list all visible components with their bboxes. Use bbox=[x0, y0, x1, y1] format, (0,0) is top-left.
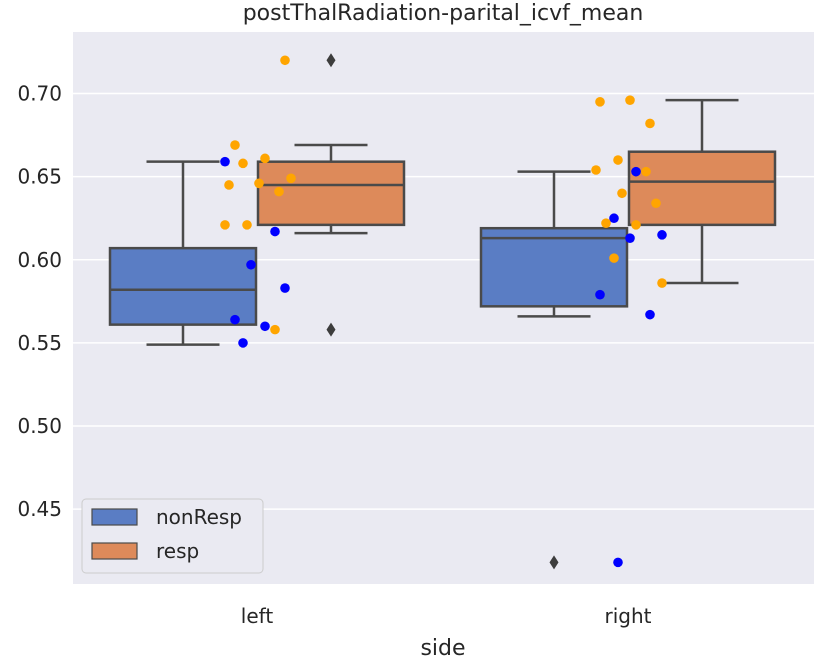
x-tick-labels: left right bbox=[241, 604, 652, 628]
legend-swatch-resp bbox=[91, 542, 138, 560]
data-point-nonResp bbox=[631, 166, 641, 177]
boxes bbox=[108, 53, 777, 570]
data-point-resp bbox=[625, 95, 635, 105]
data-point-nonResp bbox=[645, 309, 655, 320]
data-point-resp bbox=[230, 140, 240, 150]
data-point-resp bbox=[280, 55, 290, 66]
data-point-resp bbox=[631, 220, 641, 230]
box-body bbox=[627, 150, 777, 227]
legend-swatch-nonresp bbox=[91, 508, 138, 526]
data-point-nonResp bbox=[246, 259, 256, 270]
y-tick-label: 0.45 bbox=[17, 497, 62, 521]
data-point-nonResp bbox=[270, 226, 280, 237]
data-point-resp bbox=[238, 158, 248, 169]
outlier-marker bbox=[549, 555, 559, 570]
data-point-nonResp bbox=[260, 321, 270, 332]
data-point-resp bbox=[641, 166, 651, 177]
y-tick-label: 0.50 bbox=[17, 414, 62, 438]
data-point-resp bbox=[270, 324, 280, 335]
data-point-resp bbox=[595, 97, 605, 107]
data-point-resp bbox=[657, 278, 667, 288]
data-point-resp bbox=[645, 118, 655, 129]
strip-points bbox=[220, 55, 667, 568]
legend-label-resp: resp bbox=[156, 539, 199, 563]
data-point-nonResp bbox=[657, 230, 667, 240]
box-body bbox=[479, 226, 629, 308]
data-point-nonResp bbox=[238, 338, 248, 348]
data-point-resp bbox=[609, 253, 619, 263]
legend-label-nonresp: nonResp bbox=[156, 505, 242, 529]
data-point-resp bbox=[220, 220, 230, 230]
x-axis-label: side bbox=[420, 636, 465, 661]
data-point-nonResp bbox=[613, 557, 623, 568]
data-point-resp bbox=[242, 220, 252, 230]
x-tick-label-left: left bbox=[241, 604, 274, 628]
data-point-resp bbox=[651, 198, 661, 209]
data-point-nonResp bbox=[230, 314, 240, 325]
y-tick-label: 0.70 bbox=[17, 82, 62, 106]
legend: nonResp resp bbox=[81, 498, 264, 574]
outlier-marker bbox=[326, 53, 336, 68]
data-point-nonResp bbox=[595, 289, 605, 300]
data-point-resp bbox=[591, 165, 601, 175]
box-body bbox=[108, 246, 258, 326]
data-point-nonResp bbox=[280, 283, 290, 293]
data-point-nonResp bbox=[625, 233, 635, 243]
y-tick-label: 0.55 bbox=[17, 331, 62, 355]
x-tick-label-right: right bbox=[605, 604, 652, 628]
data-point-resp bbox=[613, 155, 623, 165]
data-point-resp bbox=[286, 173, 296, 184]
box-resp-right bbox=[627, 98, 777, 285]
outlier-marker bbox=[326, 322, 336, 337]
y-tick-label: 0.60 bbox=[17, 248, 62, 272]
data-point-nonResp bbox=[220, 156, 230, 167]
data-point-resp bbox=[260, 153, 270, 164]
y-tick-labels: 0.45 0.50 0.55 0.60 0.65 0.70 bbox=[17, 82, 62, 522]
data-point-nonResp bbox=[609, 213, 619, 224]
chart-title: postThalRadiation-parital_icvf_mean bbox=[243, 1, 644, 26]
box-nonResp-left bbox=[108, 160, 258, 346]
data-point-resp bbox=[274, 186, 284, 197]
data-point-resp bbox=[224, 180, 234, 190]
data-point-resp bbox=[617, 188, 627, 199]
data-point-resp bbox=[254, 178, 264, 189]
data-point-resp bbox=[601, 218, 611, 229]
y-tick-label: 0.65 bbox=[17, 165, 62, 189]
